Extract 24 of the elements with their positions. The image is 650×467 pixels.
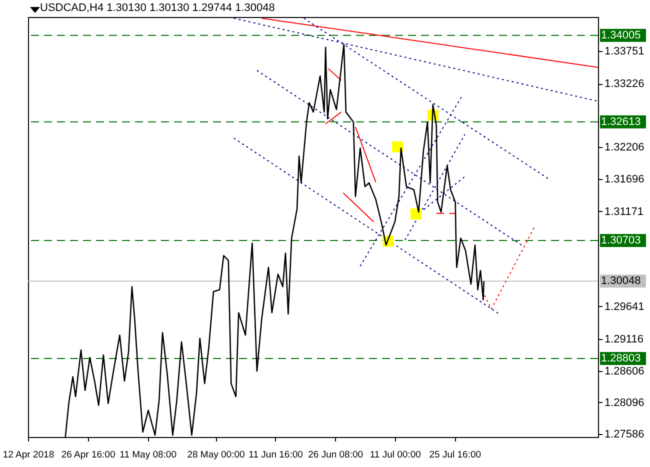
y-tick-label: 1.28096 bbox=[604, 396, 644, 409]
y-tick-label: 1.31696 bbox=[604, 173, 644, 186]
x-tick-label: 25 Jul 16:00 bbox=[429, 450, 482, 460]
x-tick-label: 28 May 00:00 bbox=[187, 450, 245, 460]
y-tick-label: 1.33226 bbox=[604, 78, 644, 90]
y-tick-label: 1.31171 bbox=[604, 206, 644, 218]
y-tick-label: 1.29116 bbox=[604, 334, 644, 346]
y-tick-label: 1.27586 bbox=[604, 428, 644, 441]
y-tick-label: 1.29641 bbox=[604, 300, 644, 313]
x-tick-label: 26 Apr 16:00 bbox=[61, 450, 116, 460]
x-tick-label: 26 Jun 08:00 bbox=[308, 450, 364, 460]
ref-line-label: 1.32613 bbox=[601, 116, 641, 128]
x-tick-label: 11 Jun 16:00 bbox=[248, 450, 303, 460]
x-tick-label: 11 Jul 00:00 bbox=[370, 450, 421, 460]
ref-line-label: 1.30048 bbox=[601, 275, 641, 288]
chart-title: USDCAD,H4 1.30130 1.30130 1.29744 1.30048 bbox=[40, 2, 275, 14]
ref-line-label: 1.30703 bbox=[601, 234, 641, 246]
ref-line-label: 1.34005 bbox=[601, 29, 641, 42]
ref-line-label: 1.28803 bbox=[601, 352, 641, 365]
x-tick-label: 12 Apr 2018 bbox=[2, 450, 54, 460]
x-tick-label: 11 May 08:00 bbox=[120, 450, 177, 460]
y-tick-label: 1.32206 bbox=[604, 142, 644, 154]
y-tick-label: 1.33751 bbox=[604, 46, 644, 58]
y-tick-label: 1.28606 bbox=[604, 365, 644, 378]
